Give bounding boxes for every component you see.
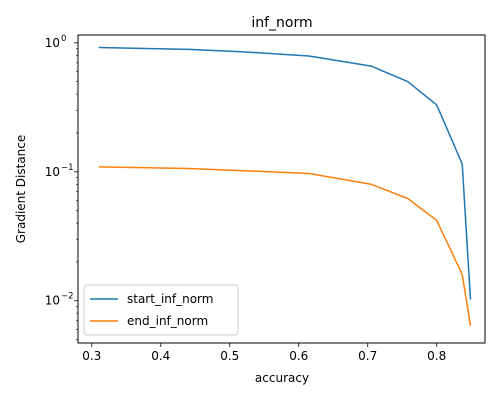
x-tick-label: 0.6 bbox=[289, 349, 308, 363]
y-tick-label-exponent: −2 bbox=[61, 292, 74, 302]
x-axis-ticks: 0.3 0.4 0.5 0.6 0.7 0.8 bbox=[82, 343, 446, 363]
y-tick-label: 10 bbox=[45, 294, 60, 308]
y-tick-label-exponent: −1 bbox=[61, 163, 74, 173]
legend-label: start_inf_norm bbox=[127, 292, 213, 306]
legend-label: end_inf_norm bbox=[127, 314, 208, 328]
x-axis-title: accuracy bbox=[255, 371, 309, 385]
x-tick-label: 0.3 bbox=[82, 349, 101, 363]
series-line-end_inf_norm bbox=[98, 166, 472, 326]
x-tick-label: 0.5 bbox=[220, 349, 239, 363]
y-axis-title: Gradient Distance bbox=[14, 135, 28, 244]
y-tick-label: 10 bbox=[45, 165, 60, 179]
y-tick-label: 10 bbox=[45, 36, 60, 50]
legend: start_inf_norm end_inf_norm bbox=[83, 284, 239, 336]
y-tick-label-exponent: 0 bbox=[61, 34, 66, 44]
chart-title: inf_norm bbox=[251, 15, 312, 31]
x-tick-label: 0.7 bbox=[358, 349, 377, 363]
plot-frame bbox=[77, 34, 486, 344]
plot-lines bbox=[98, 46, 472, 326]
series-line-start_inf_norm bbox=[98, 46, 472, 300]
x-tick-label: 0.8 bbox=[427, 349, 446, 363]
x-tick-label: 0.4 bbox=[151, 349, 170, 363]
legend-box bbox=[83, 284, 239, 336]
